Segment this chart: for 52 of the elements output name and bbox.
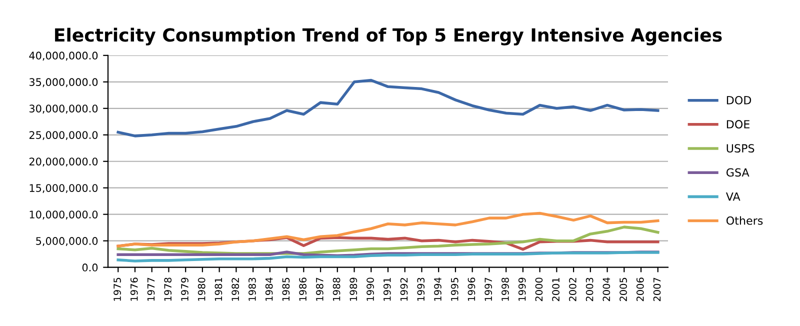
x-tick-label: 1985: [282, 278, 290, 301]
x-tick-label: 1987: [316, 278, 324, 301]
x-tick-label: 1990: [366, 278, 374, 301]
x-tick-label: 1982: [232, 278, 240, 301]
x-tick-label: 1998: [502, 278, 509, 301]
x-tick-label: 1975: [114, 278, 121, 301]
x-tick-label: 2002: [569, 278, 576, 302]
legend-label: DOD: [726, 96, 752, 104]
y-tick-label: 30,000,000.0: [29, 104, 98, 114]
y-tick-label: 40,000,000.0: [29, 52, 98, 61]
x-tick-label: 1983: [248, 278, 256, 301]
y-tick-label: 25,000,000.0: [29, 131, 98, 140]
legend-label: DOE: [726, 120, 750, 128]
x-tick-label: 2001: [552, 278, 560, 302]
legend-label: Others: [726, 216, 763, 225]
x-tick-label: 1980: [198, 278, 206, 301]
x-tick-label: 1992: [400, 278, 408, 301]
y-tick-label: 15,000,000.0: [30, 184, 98, 194]
line-series: [116, 78, 660, 138]
x-tick-label: 1996: [468, 278, 476, 301]
chart-title: Electricity Consumption Trend of Top 5 Energy Intensive Agencies: [55, 28, 722, 46]
x-tick-label: 2003: [586, 278, 594, 302]
y-tick-label: 5,000,000.0: [36, 237, 98, 246]
x-tick-label: 1979: [181, 278, 188, 301]
y-tick-label: 20,000,000.0: [29, 158, 98, 167]
x-tick-label: 1984: [265, 278, 273, 301]
x-tick-label: 1993: [417, 278, 425, 301]
x-tick-label: 1981: [214, 278, 222, 301]
x-tick-label: 2004: [602, 278, 610, 302]
x-tick-label: 1994: [434, 278, 442, 301]
x-tick-label: 2006: [636, 278, 644, 302]
x-tick-label: 1988: [332, 278, 340, 301]
x-tick-label: 1997: [484, 278, 492, 301]
x-tick-label: 1989: [350, 278, 358, 301]
y-tick-label: 35,000,000.0: [29, 78, 98, 88]
legend-label: VA: [726, 192, 740, 201]
x-tick-label: 1999: [518, 278, 526, 301]
y-tick-label: 10,000,000.0: [30, 210, 98, 220]
x-tick-label: 1976: [130, 278, 138, 301]
line-series: [116, 212, 660, 248]
legend-label: GSA: [726, 168, 750, 177]
legend-label: USPS: [726, 144, 754, 153]
x-tick-label: 1978: [164, 278, 172, 301]
x-tick-label: 1986: [299, 278, 306, 301]
x-tick-label: 2000: [535, 278, 543, 302]
x-tick-label: 1995: [450, 278, 458, 301]
line-series: [116, 251, 660, 262]
y-tick-label: 0.0: [82, 264, 98, 272]
x-tick-label: 2005: [620, 278, 627, 302]
x-tick-label: 1977: [147, 278, 155, 301]
x-tick-label: 2007: [653, 278, 661, 302]
x-tick-label: 1991: [383, 278, 391, 301]
